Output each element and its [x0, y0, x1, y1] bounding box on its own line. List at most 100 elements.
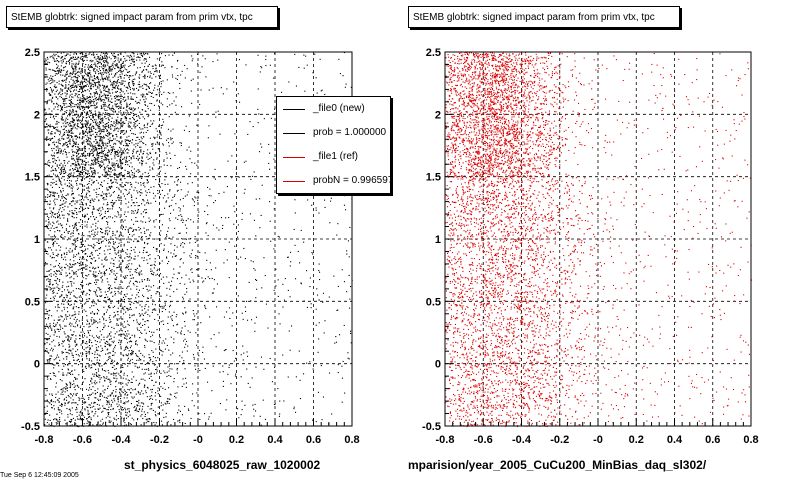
data-point	[109, 186, 111, 188]
data-point	[101, 185, 103, 187]
data-point	[120, 348, 122, 350]
data-point	[105, 94, 107, 96]
data-point	[137, 119, 139, 121]
data-point	[121, 62, 123, 64]
data-point	[115, 95, 117, 97]
data-point	[119, 178, 121, 180]
data-point	[112, 235, 114, 237]
data-point	[183, 360, 185, 362]
data-point	[149, 76, 151, 78]
data-point	[100, 247, 102, 249]
data-point	[182, 246, 184, 248]
data-point	[240, 376, 242, 378]
data-point	[204, 306, 206, 308]
data-point	[97, 152, 99, 154]
data-point	[46, 103, 48, 105]
data-point	[131, 235, 133, 237]
data-point	[136, 410, 138, 412]
data-point	[146, 127, 148, 129]
data-point	[58, 177, 60, 179]
data-point	[138, 411, 140, 413]
data-point	[141, 177, 143, 179]
data-point	[73, 76, 75, 78]
data-point	[108, 372, 110, 374]
data-point	[118, 342, 120, 344]
data-point	[153, 246, 155, 248]
data-point	[74, 311, 76, 313]
data-point	[114, 287, 116, 289]
data-point	[55, 60, 57, 62]
data-point	[128, 77, 130, 79]
data-point	[70, 276, 72, 278]
data-point	[127, 71, 129, 73]
data-point	[110, 107, 112, 109]
data-point	[108, 124, 110, 126]
data-point	[129, 182, 131, 184]
data-point	[130, 92, 132, 94]
data-point	[100, 242, 102, 244]
data-point	[122, 409, 124, 411]
data-point	[170, 424, 172, 426]
data-point	[115, 143, 117, 145]
data-point	[130, 381, 132, 383]
data-point	[250, 300, 252, 302]
data-point	[208, 89, 210, 91]
data-point	[118, 288, 120, 290]
data-point	[147, 93, 149, 95]
data-point	[47, 79, 49, 81]
data-point	[108, 239, 110, 241]
data-point	[46, 63, 48, 65]
data-point	[146, 156, 148, 158]
data-point	[118, 255, 120, 257]
data-point	[69, 322, 71, 324]
data-point	[243, 192, 245, 194]
data-point	[132, 78, 134, 80]
data-point	[67, 315, 69, 317]
data-point	[133, 258, 135, 260]
data-point	[105, 159, 107, 161]
data-point	[115, 64, 117, 66]
data-point	[48, 129, 50, 131]
data-point	[59, 319, 61, 321]
data-point	[119, 142, 121, 144]
data-point	[87, 161, 89, 163]
data-point	[92, 181, 94, 183]
data-point	[119, 122, 121, 124]
data-point	[93, 233, 95, 235]
data-point	[97, 300, 99, 302]
data-point	[112, 230, 114, 232]
data-point	[111, 164, 113, 166]
data-point	[94, 353, 96, 355]
data-point	[80, 284, 82, 286]
data-point	[91, 366, 93, 368]
data-point	[119, 199, 121, 201]
data-point	[141, 54, 143, 56]
data-point	[118, 318, 120, 320]
data-point	[124, 394, 126, 396]
data-point	[44, 199, 46, 201]
data-point	[188, 115, 190, 117]
data-point	[72, 417, 74, 419]
data-point	[61, 405, 63, 407]
data-point	[132, 59, 134, 61]
data-point	[83, 423, 85, 425]
data-point	[71, 111, 73, 113]
data-point	[147, 405, 149, 407]
data-point	[72, 57, 74, 59]
data-point	[138, 169, 140, 171]
data-point	[179, 282, 181, 284]
data-point	[124, 122, 126, 124]
data-point	[69, 130, 71, 132]
data-point	[144, 305, 146, 307]
data-point	[99, 116, 101, 118]
data-point	[78, 253, 80, 255]
data-point	[64, 348, 66, 350]
data-point	[67, 335, 69, 337]
data-point	[88, 164, 90, 166]
data-point	[90, 59, 92, 61]
data-point	[181, 277, 183, 279]
data-point	[121, 186, 123, 188]
data-point	[89, 124, 91, 126]
data-point	[53, 274, 55, 276]
data-point	[235, 100, 237, 102]
